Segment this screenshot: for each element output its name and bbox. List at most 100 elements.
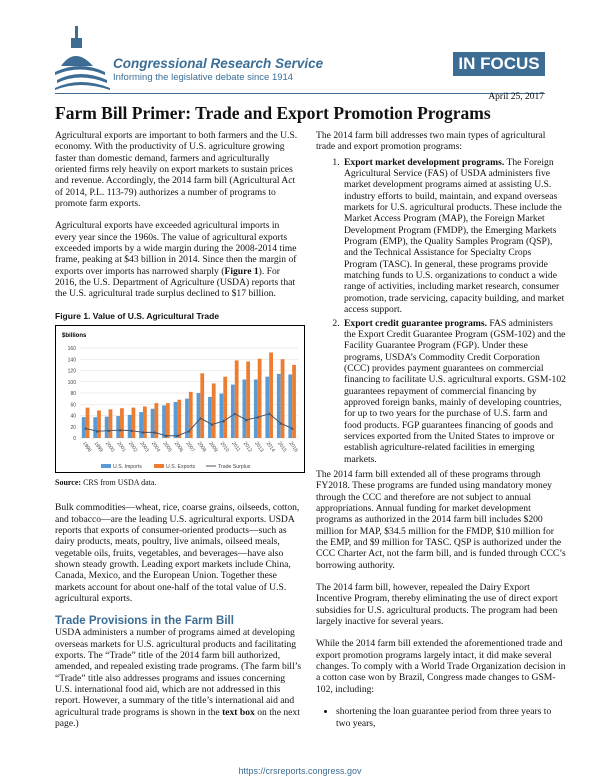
- y-axis-label: $billions: [62, 333, 87, 339]
- paragraph: Agricultural exports are important to bo…: [55, 130, 298, 210]
- paragraph: The 2014 farm bill addresses two main ty…: [316, 130, 546, 153]
- chart-frame: $billions 0 20 40 60 80 100 120 140 160 1998 1999 20…: [55, 324, 305, 473]
- legend-label: U.S. Imports: [113, 464, 142, 470]
- trade-surplus-marker: [164, 434, 168, 437]
- x-tick-label: 2009: [207, 441, 218, 454]
- section-heading: Trade Provisions in the Farm Bill: [55, 615, 234, 628]
- trade-surplus-marker: [210, 422, 214, 426]
- import-bar: [288, 374, 293, 438]
- import-bar: [253, 379, 258, 438]
- paragraph: Agricultural exports have exceeded agric…: [55, 220, 302, 299]
- export-bar: [97, 410, 101, 438]
- x-tick-label: 2000: [104, 441, 115, 454]
- import-bar: [127, 414, 132, 438]
- import-bar: [104, 416, 109, 438]
- legend-label: Trade Surplus: [218, 464, 251, 470]
- trade-surplus-marker: [84, 426, 88, 430]
- item-body: The Foreign Agricultural Service (FAS) o…: [344, 156, 565, 316]
- export-bar: [211, 383, 216, 438]
- x-tick-label: 2016: [288, 441, 299, 454]
- x-tick-label: 2014: [265, 441, 276, 454]
- import-bar: [208, 396, 212, 438]
- import-bar: [162, 405, 166, 438]
- x-tick-label: 2003: [138, 441, 149, 454]
- import-bar: [276, 373, 281, 438]
- legend-swatch: [154, 463, 164, 468]
- import-bar: [242, 379, 247, 438]
- export-bar: [120, 408, 124, 438]
- y-tick-label: 40: [70, 413, 76, 419]
- org-name: Congressional Research Service: [113, 56, 324, 71]
- export-bar: [269, 352, 273, 438]
- export-bar: [165, 402, 170, 438]
- import-bar: [219, 393, 224, 438]
- x-tick-label: 1999: [93, 441, 104, 454]
- paragraph: The 2014 farm bill, however, repealed th…: [316, 582, 558, 628]
- import-bar: [93, 417, 98, 438]
- trade-surplus-marker: [198, 416, 202, 420]
- trade-surplus-marker: [176, 434, 180, 437]
- x-tick-label: 2002: [127, 441, 138, 454]
- import-bar: [265, 376, 270, 438]
- item-heading: Export market development programs.: [344, 156, 505, 168]
- y-tick-label: 80: [70, 391, 76, 397]
- header-divider: [55, 93, 545, 94]
- list-item: Export market development programs. The …: [342, 157, 566, 316]
- publication-date: April 25, 2017: [488, 92, 544, 102]
- trade-surplus-marker: [187, 429, 191, 433]
- export-bar: [154, 402, 159, 438]
- left-column: Agricultural exports are important to bo…: [55, 130, 305, 740]
- text: ). For 2016, the U.S. Department of Agri…: [55, 265, 296, 300]
- trade-surplus-marker: [118, 428, 122, 432]
- x-tick-label: 2004: [150, 441, 161, 454]
- list-item: Export credit guarantee programs. FAS ad…: [342, 318, 566, 465]
- in-focus-badge: IN FOCUS: [453, 52, 545, 76]
- import-bar: [139, 411, 143, 438]
- x-tick-label: 2005: [161, 441, 172, 454]
- export-bar: [234, 360, 239, 438]
- y-tick-label: 140: [68, 357, 77, 363]
- text: on the next page.): [55, 706, 300, 729]
- export-bar: [108, 409, 113, 438]
- y-tick-label: 160: [68, 346, 77, 352]
- figure-reference: Figure 1: [224, 265, 259, 277]
- crs-capitol-logo-icon: [55, 26, 110, 90]
- x-tick-label: 1998: [81, 441, 92, 454]
- y-tick-label: 0: [73, 436, 76, 442]
- import-bar: [173, 401, 178, 438]
- footer-link[interactable]: https://crsreports.congress.gov: [238, 766, 362, 776]
- trade-surplus-marker: [141, 430, 145, 434]
- export-bar: [131, 407, 136, 438]
- x-tick-label: 2010: [219, 441, 230, 454]
- trade-surplus-marker: [95, 429, 99, 433]
- legend-swatch: [101, 463, 111, 468]
- export-bar: [177, 399, 182, 438]
- text: USDA administers a number of programs ai…: [55, 627, 302, 718]
- trade-surplus-marker: [290, 426, 294, 430]
- trade-surplus-marker: [256, 415, 260, 419]
- trade-surplus-marker: [267, 412, 271, 415]
- x-tick-label: 2007: [184, 441, 195, 454]
- export-bar: [292, 364, 296, 438]
- trade-surplus-marker: [221, 419, 225, 423]
- item-body: FAS administers the Export Credit Guaran…: [344, 317, 566, 465]
- trade-surplus-marker: [279, 421, 283, 425]
- change-list: shortening the loan guarantee period fro…: [316, 706, 566, 729]
- figure-title: Figure 1. Value of U.S. Agricultural Tra…: [55, 310, 220, 321]
- import-bar: [185, 398, 189, 438]
- page-title: Farm Bill Primer: Trade and Export Promo…: [55, 103, 491, 123]
- x-tick-label: 2013: [253, 441, 264, 454]
- source-label: Source:: [55, 477, 82, 487]
- x-tick-label: 2015: [276, 441, 287, 454]
- text: Agricultural exports have exceeded agric…: [55, 220, 297, 277]
- legend-label: U.S. Exports: [166, 464, 196, 470]
- program-list: Export market development programs. The …: [316, 157, 566, 465]
- export-bar: [188, 391, 193, 438]
- list-item: shortening the loan guarantee period fro…: [336, 706, 566, 729]
- paragraph: USDA administers a number of programs ai…: [55, 627, 302, 729]
- trade-surplus-marker: [107, 429, 111, 432]
- x-tick-label: 2006: [173, 441, 184, 454]
- import-bar: [81, 417, 86, 438]
- export-bar: [142, 406, 147, 438]
